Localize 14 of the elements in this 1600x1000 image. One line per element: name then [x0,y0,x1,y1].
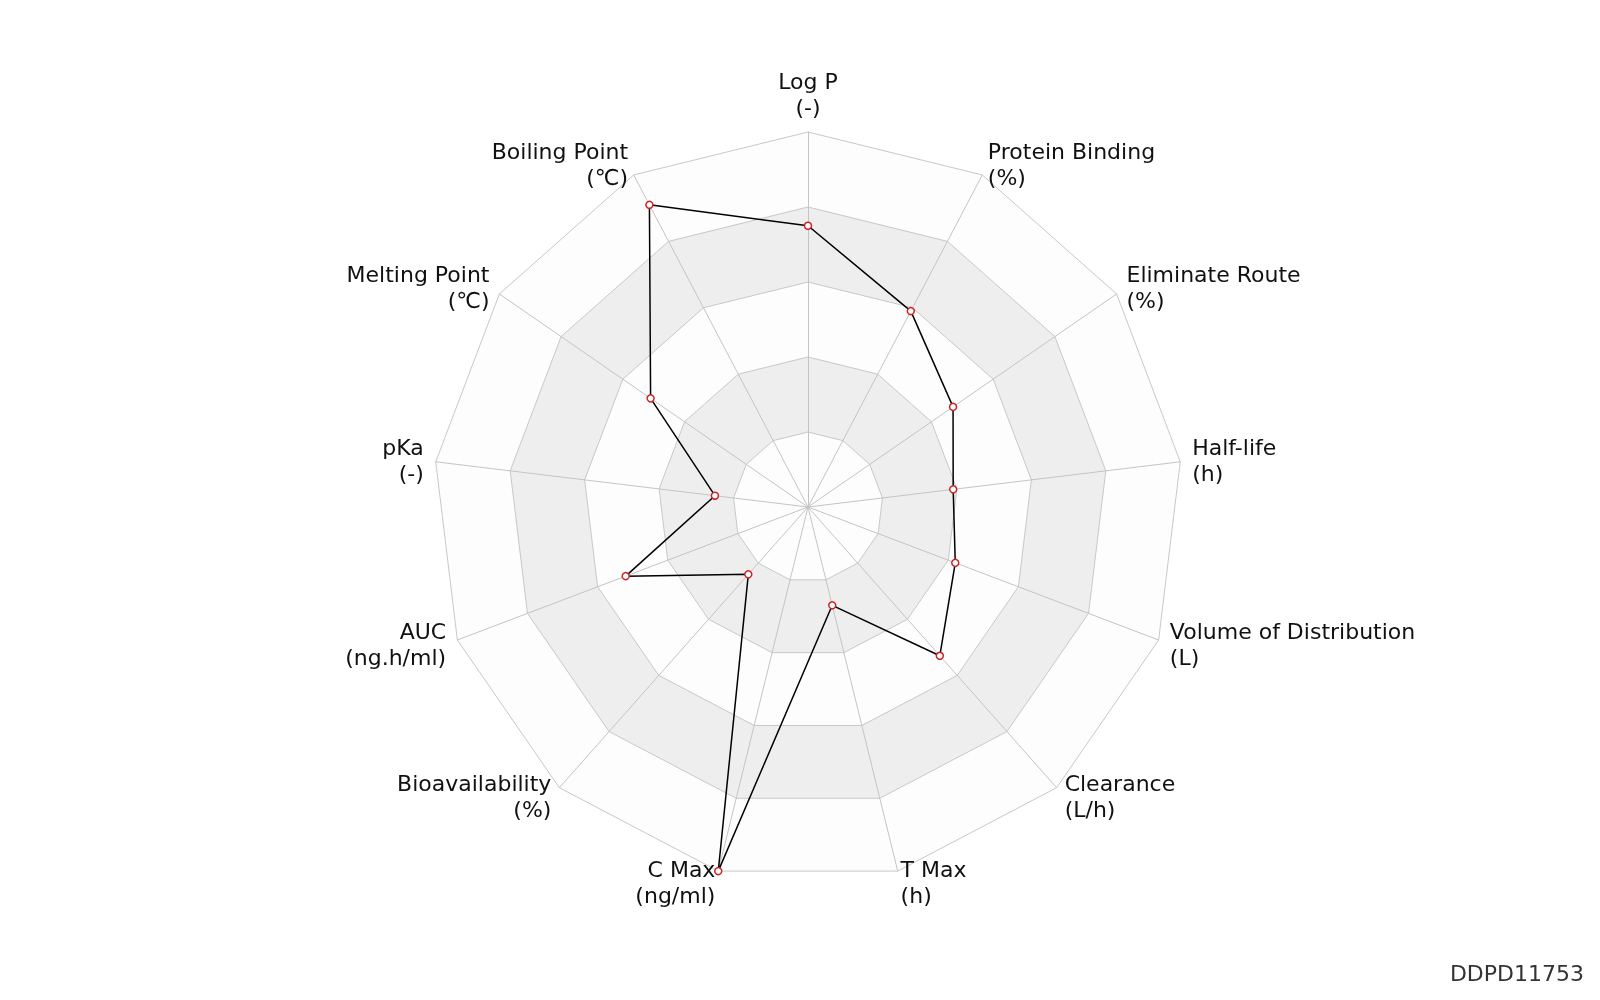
spoke-label: AUC (ng.h/ml) [345,618,447,670]
spoke-label: Log P (-) [778,68,838,120]
spoke-label: Eliminate Route (%) [1126,261,1301,313]
spoke-label: Protein Binding (%) [987,138,1156,190]
spoke-label: Volume of Distribution (L) [1169,618,1416,670]
spoke-label: Half-life (h) [1192,434,1277,486]
spoke-label: Boiling Point (℃) [491,138,629,190]
spoke-label: pKa (-) [382,434,424,486]
spoke-label: Melting Point (℃) [346,261,490,313]
spoke-label: Clearance (L/h) [1064,771,1176,823]
spoke-label: C Max (ng/ml) [635,857,716,909]
text: DDPD11753 [1449,960,1584,986]
spoke-label: Bioavailability (%) [397,771,552,823]
spoke-label: T Max (h) [899,857,967,909]
